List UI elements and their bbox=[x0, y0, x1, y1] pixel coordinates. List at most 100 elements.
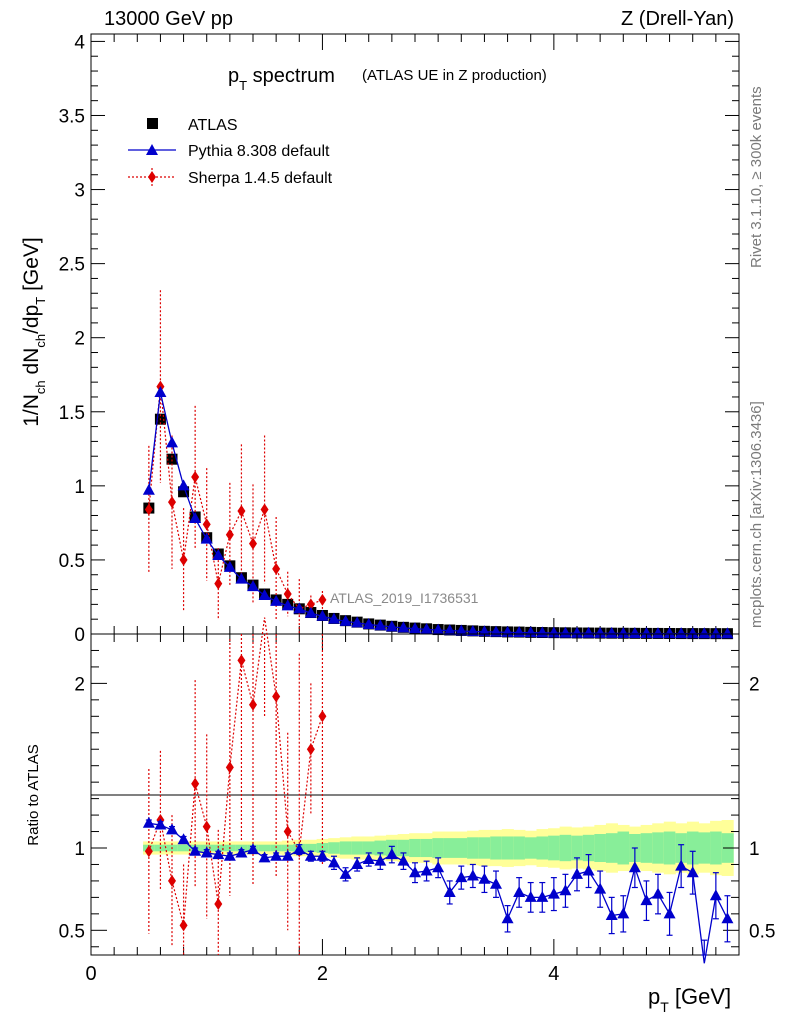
ratio-pythia-data-point bbox=[466, 869, 479, 881]
pythia-data-point bbox=[397, 621, 410, 633]
pythia-data-point bbox=[177, 479, 190, 491]
ratio-pythia-data-point bbox=[293, 843, 306, 855]
ratio-sherpa-data-point bbox=[191, 777, 200, 790]
x-tick-label: 4 bbox=[548, 963, 559, 985]
stat-uncertainty-band bbox=[478, 837, 491, 859]
main-y-tick-label: 1.5 bbox=[59, 403, 85, 424]
ratio-pythia-data-point bbox=[536, 890, 549, 902]
ratio-pythia-data-point bbox=[547, 887, 560, 899]
legend-sherpa-marker bbox=[148, 171, 156, 183]
legend-pythia-label: Pythia 8.308 default bbox=[188, 143, 330, 160]
stat-uncertainty-band bbox=[559, 834, 572, 862]
sherpa-data-point bbox=[260, 503, 269, 516]
pythia-data-point bbox=[536, 626, 549, 638]
pythia-data-point bbox=[270, 594, 283, 606]
ratio-pythia-series bbox=[142, 816, 734, 964]
pythia-data-point bbox=[200, 532, 213, 544]
pythia-data-point bbox=[443, 624, 456, 636]
pythia-data-point bbox=[721, 627, 734, 639]
plot-subtitle: (ATLAS UE in Z production) bbox=[362, 67, 547, 84]
ratio-pythia-data-point bbox=[652, 887, 664, 899]
ratio-pythia-data-point bbox=[571, 867, 583, 879]
pythia-data-point bbox=[628, 627, 641, 639]
stat-uncertainty-band bbox=[328, 842, 341, 854]
ratio-pythia-data-point bbox=[270, 849, 283, 861]
pythia-data-point bbox=[605, 626, 618, 638]
atlas-data-point bbox=[166, 453, 178, 465]
sherpa-data-point bbox=[272, 562, 281, 575]
stat-uncertainty-band bbox=[420, 838, 433, 858]
ratio-sherpa-data-point bbox=[225, 761, 234, 774]
sherpa-data-point bbox=[168, 496, 176, 509]
ratio-pythia-data-point bbox=[200, 846, 213, 858]
pythia-data-point bbox=[709, 627, 722, 639]
ratio-pythia-data-point bbox=[212, 848, 225, 860]
ratio-y-tick-label: 2 bbox=[74, 674, 85, 695]
stat-uncertainty-band bbox=[686, 831, 699, 865]
main-y-tick-label: 3.5 bbox=[59, 106, 85, 127]
legend-sherpa-label: Sherpa 1.4.5 default bbox=[188, 170, 333, 187]
ratio-pythia-data-point bbox=[721, 912, 734, 924]
pythia-data-point bbox=[617, 626, 630, 638]
ratio-panel: 0.5 0.5 1 1 2 2 0 2 4 bbox=[59, 617, 775, 985]
stat-uncertainty-band bbox=[501, 836, 514, 860]
plot-title: pT spectrum bbox=[228, 65, 335, 93]
ratio-y-tick-label: 1 bbox=[74, 839, 85, 860]
ratio-pythia-data-point bbox=[432, 861, 445, 873]
sherpa-data-point bbox=[249, 537, 257, 550]
pythia-data-point bbox=[258, 588, 271, 600]
ratio-pythia-data-point bbox=[559, 884, 572, 896]
ratio-pythia-data-point bbox=[304, 849, 317, 861]
ratio-pythia-data-point bbox=[258, 851, 271, 863]
ratio-x-ticks: 0 2 4 bbox=[85, 634, 740, 985]
atlas-data-point bbox=[178, 486, 190, 498]
ratio-pythia-data-point bbox=[605, 908, 618, 920]
sherpa-data-point bbox=[237, 505, 246, 518]
pythia-data-point bbox=[223, 560, 236, 572]
pythia-data-point bbox=[686, 627, 699, 639]
pythia-data-point bbox=[362, 618, 375, 630]
stat-uncertainty-band bbox=[467, 837, 480, 859]
analysis-id-label: ATLAS_2019_I1736531 bbox=[330, 590, 479, 606]
ratio-pythia-data-point bbox=[166, 823, 178, 835]
pythia-data-point bbox=[316, 609, 329, 621]
ratio-y-tick-label-right: 2 bbox=[749, 674, 760, 695]
pythia-data-point bbox=[304, 606, 317, 618]
main-y-tick-label: 0.5 bbox=[59, 551, 85, 572]
main-y-tick-label: 4 bbox=[74, 32, 85, 53]
ratio-pythia-data-point bbox=[154, 818, 167, 830]
ratio-pythia-data-point bbox=[409, 866, 421, 878]
ratio-y-tick-label-right: 1 bbox=[749, 839, 760, 860]
ratio-pythia-data-point bbox=[594, 882, 607, 894]
ratio-pythia-data-point bbox=[478, 872, 491, 884]
stat-uncertainty-band bbox=[571, 835, 584, 861]
stat-uncertainty-band bbox=[594, 834, 607, 862]
legend: ATLAS Pythia 8.308 default Sherpa 1.4.5 … bbox=[128, 117, 333, 187]
pythia-data-point bbox=[281, 599, 294, 611]
stat-uncertainty-band bbox=[362, 841, 375, 855]
stat-uncertainty-band bbox=[177, 844, 190, 852]
stat-uncertainty-band bbox=[617, 831, 630, 865]
sherpa-series bbox=[144, 290, 327, 634]
ratio-pythia-data-point bbox=[443, 885, 456, 897]
pythia-data-point bbox=[235, 572, 248, 584]
ratio-sherpa-data-point bbox=[249, 698, 257, 711]
ratio-sherpa-data-point bbox=[306, 743, 315, 756]
stat-uncertainty-band bbox=[490, 836, 503, 860]
stat-uncertainty-band bbox=[663, 831, 676, 865]
ratio-pythia-data-point bbox=[397, 854, 410, 866]
ratio-pythia-data-point bbox=[490, 877, 502, 889]
ratio-pythia-data-point bbox=[177, 833, 190, 845]
pythia-data-point bbox=[189, 511, 202, 523]
ratio-pythia-data-point bbox=[663, 907, 676, 919]
pythia-data-point bbox=[166, 436, 178, 448]
pythia-data-point bbox=[698, 627, 711, 639]
ratio-pythia-data-point bbox=[235, 846, 248, 858]
pythia-data-point bbox=[640, 627, 653, 639]
pythia-data-point bbox=[652, 627, 664, 639]
sherpa-data-point bbox=[191, 470, 200, 483]
stat-uncertainty-band bbox=[640, 833, 653, 863]
ratio-sherpa-data-point bbox=[179, 919, 188, 932]
legend-atlas-label: ATLAS bbox=[188, 117, 238, 134]
